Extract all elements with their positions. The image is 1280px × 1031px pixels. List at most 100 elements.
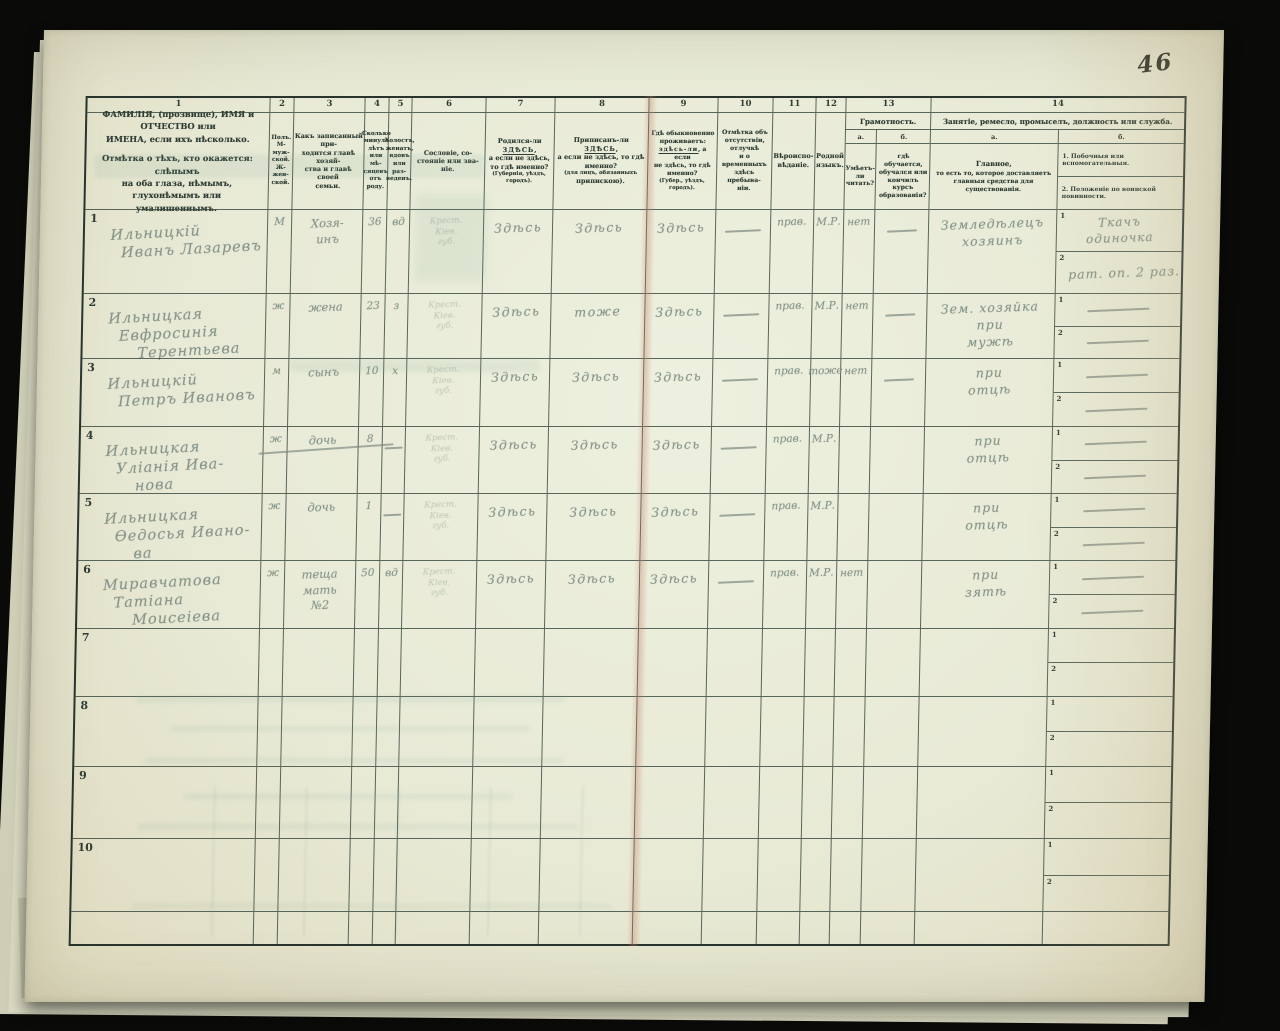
table-row: 3 Ильницкій Петръ Ивановъ м сынъ 10 х Крест. Кіе… xyxy=(81,358,1180,426)
cell-absence xyxy=(709,494,766,560)
row-number: 3 xyxy=(87,361,96,374)
cell-marital xyxy=(373,839,398,911)
cell-school xyxy=(872,294,928,358)
pencil-dash xyxy=(1084,407,1147,412)
header-cell-5: Холостъ, женатъ, вдовъ или раз-веденъ. xyxy=(385,113,415,209)
handwritten-entry: губ. xyxy=(433,453,451,465)
header-line: именно? xyxy=(584,161,617,170)
cell-school xyxy=(869,427,926,493)
cell-relation xyxy=(281,697,354,766)
handwritten-entry: жена xyxy=(308,299,343,316)
handwritten-entry: нет xyxy=(844,364,868,378)
handwritten-entry: ж xyxy=(267,499,281,513)
row-number: 9 xyxy=(78,769,87,782)
header-line: языкъ. xyxy=(815,161,844,169)
cell-occupation: при отцѣ xyxy=(923,427,1054,493)
cell-empty xyxy=(253,912,279,944)
header-line: лѣтъ xyxy=(367,145,385,152)
column-number: 5 xyxy=(389,98,413,112)
header-cell-13a: Умѣетъ-ли читать? xyxy=(844,144,877,209)
header-line: Какъ записанный при- xyxy=(294,131,363,149)
handwritten-entry: губ. xyxy=(434,385,453,397)
cell-absence xyxy=(702,839,759,911)
header-cell-9: Гдѣ обыкновенно проживаетъ: здѣсь-ли, а ес… xyxy=(647,113,719,209)
handwritten-entry: нет xyxy=(840,566,864,580)
header-cell-7: Родился-ли ЗДѢСЬ, а если не здѣсь, то гдѣ … xyxy=(484,113,556,209)
handwritten-entry: инъ xyxy=(315,231,339,246)
side-sub-1: 1 xyxy=(1048,629,1174,663)
cell-language xyxy=(801,767,834,838)
cell-age: 50 xyxy=(354,561,381,628)
cell-religion: прав. xyxy=(767,359,812,426)
cell-empty xyxy=(538,912,634,944)
cell-resides: Здѣсь xyxy=(640,494,711,560)
sub-row-index: 1 xyxy=(1049,768,1055,777)
header-line: и о временныхъ xyxy=(721,153,767,168)
cell-side: 1 Ткачъ одиночка 2 рат. оп. 2 раз. xyxy=(1056,210,1183,293)
cell-religion xyxy=(761,629,806,696)
header-line: на оба глаза, нѣмымъ, глухонѣмымъ или xyxy=(121,177,233,201)
pencil-dash xyxy=(1084,440,1147,446)
cell-resides: Здѣсь xyxy=(638,561,710,628)
handwritten-entry: жена xyxy=(308,299,343,315)
header-line: ли xyxy=(855,172,865,180)
header-line: ства и главѣ своей xyxy=(304,165,352,182)
handwritten-entry: 50 xyxy=(360,566,375,580)
handwritten-name: Миравчатова Татіана Моисеіева xyxy=(103,571,223,632)
cell-empty xyxy=(701,912,758,944)
table-row: 10 1 2 xyxy=(71,838,1170,911)
handwritten-entry: теща мать №2 xyxy=(301,566,338,614)
header-line: или мѣ- xyxy=(369,153,383,167)
handwritten-entry: Зем. хозяйка при мужѣ xyxy=(941,298,1040,352)
cell-name: 1 Ильницкій Иванъ Лазаревъ xyxy=(83,210,269,293)
cell-sex xyxy=(257,697,283,766)
handwritten-entry: Моисеіева xyxy=(131,608,222,629)
pencil-dash xyxy=(719,513,756,517)
handwritten-entry: отцѣ xyxy=(965,516,1009,533)
table-row: 6 Миравчатова Татіана Моисеіева ж теща мать №2 5… xyxy=(76,560,1176,629)
column-number: 2 xyxy=(270,98,295,112)
handwritten-entry: дочь xyxy=(308,432,337,448)
sub-row-index: 2 xyxy=(1046,876,1052,886)
occupation-group: Занятіе, ремесло, промыселъ, должность и… xyxy=(929,113,1185,209)
handwritten-entry: прав. xyxy=(777,215,807,229)
header-cell-1: ФАМИЛІЯ, (прозвище), ИМЯ и ОТЧЕСТВО или И… xyxy=(85,109,271,213)
cell-marital: вд xyxy=(385,210,411,293)
handwritten-entry: Здѣсь xyxy=(653,368,703,385)
cell-religion: прав. xyxy=(769,210,815,293)
cell-marital xyxy=(381,427,407,493)
side-sub-1: 1 xyxy=(1044,839,1170,876)
handwritten-entry: Здѣсь xyxy=(571,436,620,453)
cell-occupation: при отцѣ xyxy=(925,359,1055,426)
cell-age xyxy=(353,629,379,696)
literacy-group: Грамотность. а. б. Умѣетъ-ли читать? гдѣ обуч… xyxy=(844,113,932,209)
header-line: веденъ. xyxy=(385,176,413,183)
handwritten-entry: Здѣсь xyxy=(649,570,699,587)
cell-literate: нет xyxy=(841,294,874,358)
cell-school xyxy=(871,359,927,426)
handwritten-entry: Крест. Кіев. губ. xyxy=(428,299,461,332)
cell-religion: прав. xyxy=(764,494,809,560)
header-line: ніи. xyxy=(737,184,751,192)
cell-empty xyxy=(395,912,471,944)
header-cell-6: Сословіе, со-стояніе или зва-ніе. xyxy=(410,113,487,209)
handwritten-entry: мужѣ xyxy=(967,332,1015,350)
cell-name: 8 xyxy=(74,697,259,766)
side-sub-2: 2 рат. оп. 2 раз. xyxy=(1056,252,1182,293)
handwritten-entry: мать xyxy=(302,581,337,598)
cell-literate: нет xyxy=(842,210,876,293)
pencil-dash xyxy=(720,446,757,450)
handwritten-entry: губ. xyxy=(437,236,456,248)
cell-age: 8 xyxy=(357,427,384,493)
cell-school xyxy=(864,697,920,766)
cell-empty xyxy=(829,912,862,944)
cell-registered xyxy=(540,767,637,838)
handwritten-entry: Здѣсь xyxy=(490,368,540,385)
cell-occupation xyxy=(916,767,1047,838)
side-sub-2: 2 xyxy=(1048,663,1174,696)
pencil-dash xyxy=(1086,307,1149,313)
cell-religion: прав. xyxy=(765,427,811,493)
header-cell-3: Какъ записанный при-ходится главѣ хозяй-… xyxy=(292,113,366,209)
cell-school xyxy=(865,629,921,696)
